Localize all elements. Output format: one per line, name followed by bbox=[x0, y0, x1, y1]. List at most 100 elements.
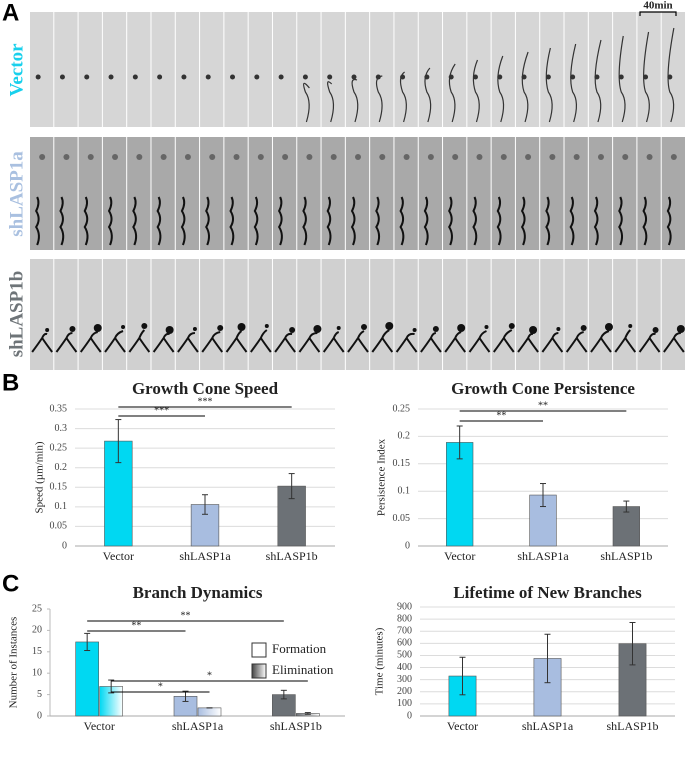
cell-body bbox=[278, 74, 284, 80]
y-tick-label: 0.1 bbox=[398, 485, 411, 496]
y-tick-label: 100 bbox=[397, 698, 412, 709]
image-frame bbox=[443, 137, 467, 250]
y-tick-label: 10 bbox=[32, 667, 42, 678]
image-frame bbox=[175, 12, 200, 127]
image-frame bbox=[418, 259, 443, 370]
growth-cone bbox=[141, 323, 148, 329]
cell-body bbox=[379, 154, 386, 160]
y-tick-label: 200 bbox=[397, 686, 412, 697]
y-tick-label: 800 bbox=[397, 613, 412, 624]
cell-body bbox=[500, 154, 507, 160]
image-frame bbox=[613, 137, 637, 250]
cell-body bbox=[63, 154, 70, 160]
image-frame bbox=[248, 137, 272, 250]
y-tick-label: 600 bbox=[397, 638, 412, 649]
neurite bbox=[618, 196, 624, 246]
x-tick-label: Vector bbox=[103, 549, 134, 563]
neurite bbox=[492, 329, 515, 353]
neurite bbox=[638, 332, 661, 353]
neurite bbox=[229, 196, 235, 246]
neurite bbox=[444, 331, 466, 353]
y-tick-label: 0 bbox=[407, 710, 412, 721]
neurite bbox=[569, 196, 575, 246]
cell-body bbox=[476, 154, 483, 160]
growth-cone bbox=[192, 327, 197, 331]
neurite bbox=[375, 75, 383, 123]
y-tick-label: 0.15 bbox=[50, 482, 68, 493]
cell-body bbox=[351, 74, 357, 80]
image-frame bbox=[637, 137, 661, 250]
y-tick-label: 0.25 bbox=[50, 442, 68, 453]
y-tick-label: 0.1 bbox=[55, 501, 68, 512]
cell-body bbox=[112, 154, 119, 160]
image-frame bbox=[54, 259, 78, 370]
image-frame bbox=[78, 12, 102, 127]
image-frame bbox=[30, 137, 54, 250]
neurite bbox=[351, 78, 359, 123]
neurite bbox=[250, 329, 272, 353]
neurite bbox=[541, 332, 564, 353]
growth-cone bbox=[289, 327, 296, 333]
growth-cone bbox=[457, 324, 466, 332]
image-frame bbox=[102, 137, 127, 250]
neurite bbox=[497, 55, 505, 123]
x-tick-label: shLASP1a bbox=[179, 549, 231, 563]
image-frame bbox=[54, 137, 78, 250]
image-frame bbox=[467, 137, 491, 250]
neurite bbox=[545, 196, 551, 246]
y-axis-label: Speed (µm/min) bbox=[34, 441, 46, 513]
neurite bbox=[593, 196, 599, 246]
image-frame bbox=[418, 12, 443, 127]
significance-label: *** bbox=[198, 396, 213, 407]
bar bbox=[197, 707, 222, 717]
image-frame bbox=[564, 259, 588, 370]
image-frame bbox=[637, 12, 661, 127]
neurite bbox=[614, 329, 637, 353]
image-frame bbox=[151, 259, 175, 370]
neurite bbox=[423, 196, 429, 246]
growth-cone bbox=[412, 328, 417, 332]
neurite bbox=[565, 331, 588, 353]
image-frame bbox=[661, 259, 685, 370]
x-tick-label: Vector bbox=[444, 549, 475, 563]
y-tick-label: 0 bbox=[405, 540, 410, 551]
neurite bbox=[327, 81, 335, 123]
image-frame bbox=[637, 259, 661, 370]
cell-body bbox=[670, 154, 677, 160]
y-tick-label: 0 bbox=[62, 540, 67, 551]
neurite bbox=[468, 330, 491, 353]
cell-body bbox=[545, 74, 551, 80]
image-frame bbox=[467, 12, 491, 127]
cell-body bbox=[184, 154, 191, 160]
y-tick-label: 700 bbox=[397, 626, 412, 637]
y-tick-label: 400 bbox=[397, 662, 412, 673]
panel-label: A bbox=[2, 0, 19, 26]
cell-body bbox=[205, 74, 211, 80]
x-tick-label: shLASP1b bbox=[600, 549, 652, 563]
neurite bbox=[590, 330, 612, 353]
cell-body bbox=[622, 154, 629, 160]
legend-label: Formation bbox=[272, 641, 327, 656]
neurite bbox=[302, 196, 308, 246]
image-frame bbox=[127, 259, 151, 370]
cell-body bbox=[39, 154, 46, 160]
significance-label: ** bbox=[538, 400, 548, 411]
growth-cone bbox=[237, 323, 246, 331]
growth-cone bbox=[628, 324, 633, 328]
neurite bbox=[448, 63, 456, 123]
neurite bbox=[277, 196, 283, 246]
image-frame bbox=[394, 12, 418, 127]
image-frame bbox=[321, 259, 345, 370]
neurite bbox=[298, 332, 321, 353]
image-frame bbox=[175, 259, 200, 370]
neurite bbox=[59, 196, 65, 246]
legend-swatch bbox=[251, 663, 267, 679]
neurite bbox=[424, 67, 432, 123]
cell-body bbox=[403, 154, 410, 160]
growth-cone bbox=[432, 326, 439, 332]
neurite bbox=[79, 331, 102, 353]
neurite bbox=[448, 196, 453, 246]
image-frame bbox=[30, 259, 54, 370]
cell-body bbox=[59, 74, 65, 80]
neurite bbox=[618, 35, 626, 123]
